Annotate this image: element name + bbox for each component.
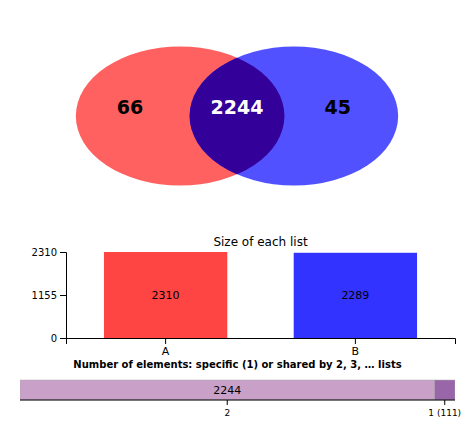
- y-axis: 0 1155 2310: [32, 247, 67, 344]
- tick-label: 1 (111): [428, 408, 461, 418]
- data-label: 2289: [341, 289, 369, 302]
- data-label: 2310: [152, 289, 180, 302]
- title: Size of each list: [213, 235, 308, 249]
- bar-segment: [20, 380, 434, 400]
- axis-line: [60, 253, 67, 339]
- tick-label: 1155: [32, 290, 57, 301]
- data-label: 2244: [211, 96, 264, 118]
- tick-label: 0: [51, 333, 57, 344]
- x-axis: AB: [67, 338, 456, 358]
- data-label: 66: [117, 96, 143, 118]
- tick-mark: [165, 338, 166, 344]
- data-label: 45: [324, 96, 350, 118]
- tick-mark: [227, 400, 228, 405]
- tick: B: [352, 338, 360, 358]
- venn: [76, 46, 398, 185]
- tick-mark: [355, 338, 356, 344]
- tick-label: A: [162, 345, 170, 358]
- venn-set: [76, 46, 285, 185]
- tick-mark: [60, 295, 66, 296]
- axis-line: [67, 339, 456, 345]
- tick-label: 2310: [32, 247, 57, 258]
- bar-segment: [434, 380, 455, 400]
- background: [0, 0, 474, 438]
- tick: 1155: [32, 290, 66, 301]
- stacked-bar: [20, 380, 455, 400]
- tick-label: B: [352, 345, 360, 358]
- data-label: 2244: [213, 384, 241, 397]
- tick: 2310: [32, 247, 66, 258]
- title: Number of elements: specific (1) or shar…: [73, 359, 401, 370]
- tick: 0: [51, 333, 66, 344]
- tick-mark: [60, 338, 66, 339]
- bar: [104, 252, 227, 338]
- axis-line: [20, 400, 455, 401]
- tick-label: 2: [224, 408, 230, 418]
- tick: A: [162, 338, 170, 358]
- figure: 66224445011552310ABSize of each list2310…: [0, 0, 474, 438]
- tick-mark: [60, 252, 66, 253]
- tick-mark: [444, 400, 445, 405]
- bars: [104, 252, 417, 338]
- bar: [294, 253, 417, 338]
- venn-overlap: [76, 46, 285, 185]
